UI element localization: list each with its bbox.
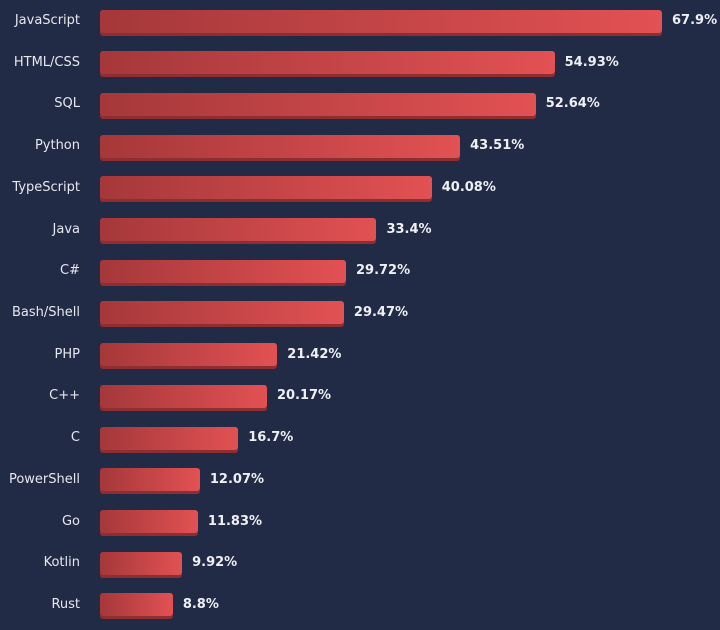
value-label: 9.92% [192,555,238,571]
category-label: Kotlin [43,555,80,571]
category-label: C++ [49,388,80,404]
category-label: HTML/CSS [13,54,80,70]
value-label: 40.08% [441,179,496,195]
bar [100,218,377,242]
bar [100,134,461,158]
bar [100,593,173,617]
bar [100,384,267,408]
category-label: PowerShell [8,471,80,487]
value-label: 29.47% [353,304,409,320]
category-label: C [70,430,80,446]
value-label: 16.7% [248,430,294,446]
value-label: 43.51% [470,138,525,154]
category-label: PHP [54,346,80,362]
value-label: 67.9% [672,13,718,28]
category-label: Java [52,221,80,237]
bar [100,468,200,492]
bar [100,259,346,283]
value-label: 21.42% [287,346,342,362]
category-label: Rust [51,596,80,612]
value-label: 52.64% [545,96,600,112]
bar [100,301,344,325]
category-label: Go [61,513,80,529]
value-label: 12.07% [209,471,265,487]
bar [100,92,536,116]
category-label: SQL [54,96,80,112]
category-label: C# [60,263,80,279]
bar [100,51,555,75]
value-label: 8.8% [182,596,219,612]
bar [100,176,432,200]
bar [100,9,662,33]
value-label: 54.93% [564,54,619,70]
category-label: Python [34,138,80,154]
value-label: 33.4% [386,221,432,237]
category-label: Bash/Shell [12,304,80,320]
value-label: 11.83% [207,513,263,529]
category-label: JavaScript [14,13,80,28]
category-label: TypeScript [12,179,80,195]
value-label: 29.72% [355,263,411,279]
bar [100,343,278,367]
bar [100,426,239,450]
bar [100,510,198,534]
value-label: 20.17% [276,388,332,404]
bar [100,551,183,575]
